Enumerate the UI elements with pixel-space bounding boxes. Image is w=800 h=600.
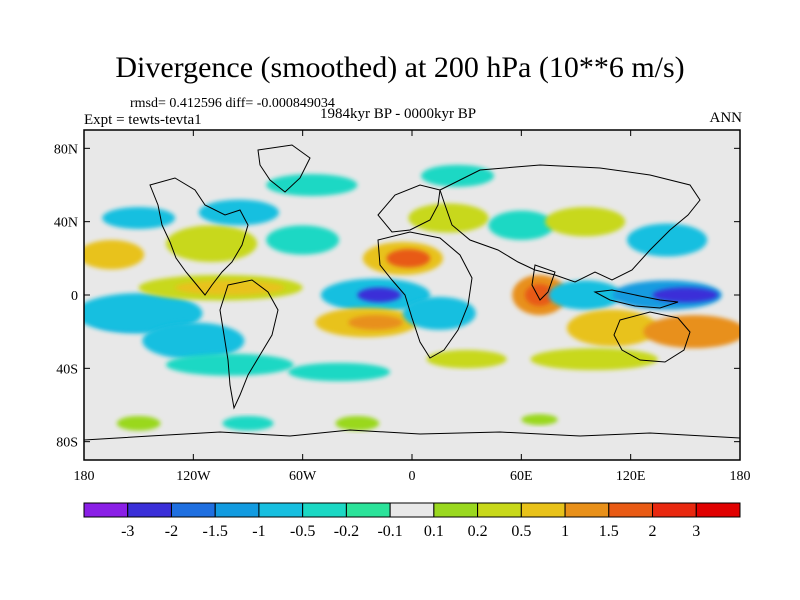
field-region-16 <box>348 315 403 330</box>
x-tick-label-3: 0 <box>409 469 416 484</box>
colorbar-box-8 <box>433 502 479 518</box>
colorbar-box-11 <box>564 502 610 518</box>
colorbar-box-7 <box>389 502 435 518</box>
colorbar-label-1: -2 <box>165 523 178 540</box>
field-region-25 <box>627 223 708 257</box>
colorbar-box-1 <box>127 502 172 518</box>
rmsd-diff-text: rmsd= 0.412596 diff= -0.000849034 <box>130 96 335 111</box>
field-region-17 <box>402 296 476 330</box>
field-region-19 <box>421 164 494 187</box>
field-region-36 <box>335 416 380 431</box>
colorbar-box-14 <box>695 502 741 518</box>
colorbar-box-6 <box>345 502 391 518</box>
coastline-north-america <box>149 177 249 296</box>
field-region-28 <box>652 287 719 303</box>
field-region-8 <box>198 199 279 226</box>
x-tick-label-6: 180 <box>730 469 751 484</box>
y-tick-label-4: 80S <box>56 436 78 451</box>
coastline-asia <box>439 164 701 283</box>
x-tick-label-2: 60W <box>289 469 317 484</box>
colorbar-label-8: 0.2 <box>468 523 488 540</box>
coastline-antarctica <box>84 429 740 441</box>
field-region-33 <box>426 350 507 369</box>
x-tick-label-5: 120E <box>616 469 646 484</box>
colorbar-box-9 <box>477 502 522 518</box>
colorbar-label-12: 2 <box>649 523 657 540</box>
field-region-26 <box>566 309 658 347</box>
y-tick-label-3: 40S <box>56 362 78 377</box>
field-region-14 <box>386 249 431 268</box>
field-region-5 <box>84 240 145 270</box>
coastline-europe <box>377 184 441 233</box>
coastline-australia <box>613 311 691 363</box>
colorbar-box-2 <box>170 502 216 518</box>
field-region-23 <box>548 280 622 310</box>
field-region-30 <box>530 348 658 371</box>
colorbar-label-4: -0.5 <box>290 523 315 540</box>
coastline-africa <box>377 231 473 359</box>
field-region-31 <box>166 353 294 376</box>
coastline-india <box>531 264 556 301</box>
field-region-22 <box>524 284 555 306</box>
period-label: 1984kyr BP - 0000kyr BP <box>320 106 477 122</box>
field-region-32 <box>288 362 391 382</box>
colorbar-box-5 <box>302 502 347 518</box>
colorbar-label-9: 0.5 <box>511 523 531 540</box>
colorbar-label-0: -3 <box>121 523 134 540</box>
colorbar-box-4 <box>258 502 304 518</box>
field-region-2 <box>142 322 245 360</box>
y-tick-label-0: 80N <box>54 142 78 157</box>
colorbar-box-13 <box>652 502 697 518</box>
coastline-south-america <box>219 279 279 410</box>
colorbar-label-6: -0.1 <box>377 523 402 540</box>
x-tick-label-4: 60E <box>510 469 533 484</box>
colorbar-label-13: 3 <box>692 523 700 540</box>
field-region-29 <box>643 315 740 349</box>
coastline-greenland <box>257 144 311 193</box>
colorbar-label-10: 1 <box>561 523 569 540</box>
colorbar-label-3: -1 <box>252 523 265 540</box>
colorbar-box-0 <box>83 502 129 518</box>
field-region-1 <box>84 293 203 334</box>
field-region-10 <box>266 174 358 196</box>
colorbar-box-12 <box>608 502 654 518</box>
field-region-20 <box>488 210 555 240</box>
colorbar-box-3 <box>214 502 260 518</box>
field-region-12 <box>357 287 402 303</box>
season-label: ANN <box>709 110 743 126</box>
field-region-24 <box>545 207 626 237</box>
chart-title: Divergence (smoothed) at 200 hPa (10**6 … <box>115 51 685 84</box>
x-tick-label-1: 120W <box>176 469 211 484</box>
field-region-9 <box>266 225 340 255</box>
colorbar-label-5: -0.2 <box>334 523 359 540</box>
field-region-6 <box>166 225 258 262</box>
x-tick-label-0: 180 <box>74 469 95 484</box>
experiment-label: Expt = tewts-tevta1 <box>84 112 202 128</box>
coastline-indonesia <box>593 289 679 309</box>
field-region-18 <box>408 203 489 233</box>
colorbar-box-10 <box>520 502 566 518</box>
field-region-7 <box>102 207 176 229</box>
colorbar-label-11: 1.5 <box>599 523 619 540</box>
colorbar-label-2: -1.5 <box>203 523 228 540</box>
field-region-34 <box>116 416 161 431</box>
field-region-35 <box>222 416 274 431</box>
y-tick-label-2: 0 <box>71 289 78 304</box>
y-tick-label-1: 40N <box>54 216 78 231</box>
colorbar-label-7: 0.1 <box>424 523 444 540</box>
field-region-37 <box>521 414 558 426</box>
